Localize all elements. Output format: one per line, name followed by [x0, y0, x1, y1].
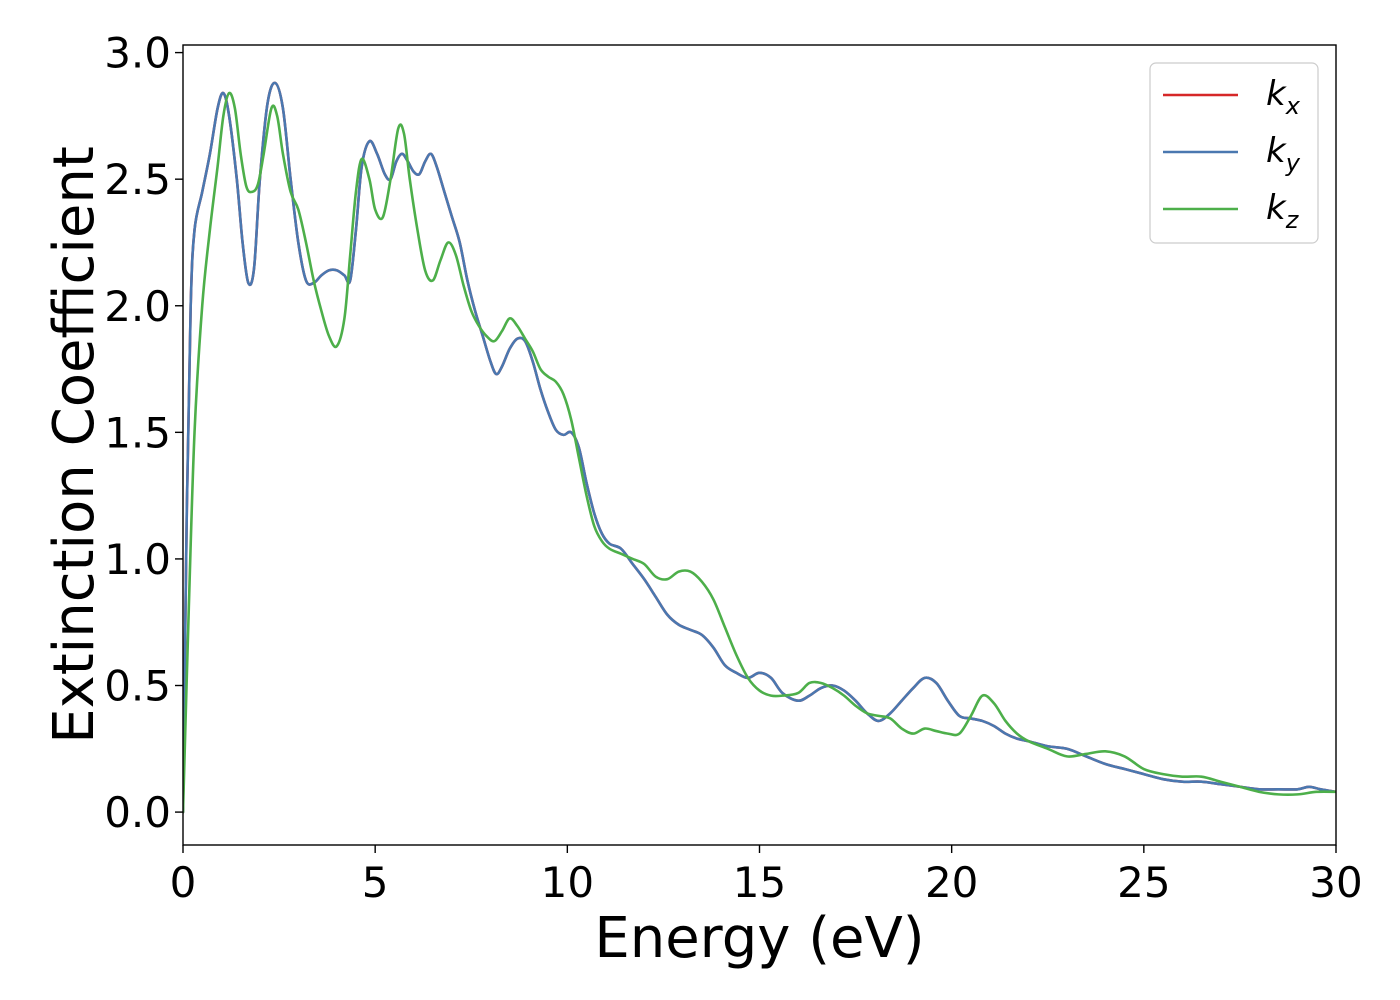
y-tick-label: 0.5 — [104, 662, 171, 711]
series-layer — [183, 81, 1336, 814]
y-tick-label: 1.0 — [104, 535, 171, 584]
x-tick-label: 0 — [170, 858, 197, 907]
series-line-k-z — [183, 91, 1336, 814]
legend-label-base: k — [1266, 74, 1287, 114]
legend-label-k-z: kz — [1266, 188, 1300, 234]
legend-label-subscript: x — [1285, 92, 1301, 120]
y-tick-label: 2.0 — [104, 282, 171, 331]
x-tick-label: 20 — [925, 858, 978, 907]
x-tick-label: 30 — [1309, 858, 1362, 907]
y-tick-label: 1.5 — [104, 408, 171, 457]
legend-label-k-x: kx — [1266, 74, 1301, 120]
legend-label-subscript: z — [1285, 206, 1300, 234]
legend-label-base: k — [1266, 131, 1287, 171]
x-axis-title: Energy (eV) — [594, 906, 924, 971]
x-axis: 0 5 10 15 20 25 30 — [170, 845, 1363, 907]
y-tick-label: 2.5 — [104, 155, 171, 204]
x-tick-label: 15 — [733, 858, 786, 907]
y-axis: 0.0 0.5 1.0 1.5 2.0 2.5 3.0 — [104, 29, 183, 837]
legend-label-subscript: y — [1285, 149, 1301, 177]
y-tick-label: 3.0 — [104, 29, 171, 78]
legend-label-base: k — [1266, 188, 1287, 228]
x-tick-label: 5 — [362, 858, 389, 907]
y-tick-label: 0.0 — [104, 788, 171, 837]
x-tick-label: 25 — [1117, 858, 1170, 907]
x-tick-label: 10 — [541, 858, 594, 907]
plot-area — [182, 44, 1337, 846]
legend-label-k-y: ky — [1266, 131, 1301, 177]
y-axis-title: Extinction Coefficient — [42, 146, 107, 744]
axes-background — [183, 45, 1336, 845]
